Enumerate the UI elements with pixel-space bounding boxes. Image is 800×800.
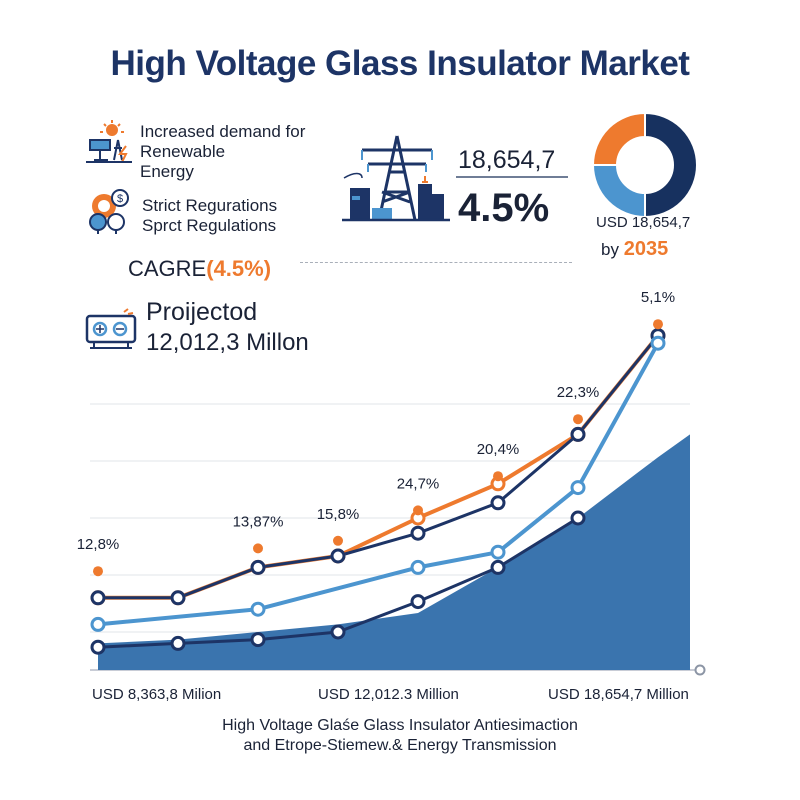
donut-by-label: by [601, 240, 619, 259]
data-point-1-5 [490, 495, 506, 511]
page-title: High Voltage Glass Insulator Market [110, 44, 690, 83]
data-point-3-2 [250, 632, 266, 648]
axis-end-marker [694, 664, 706, 676]
annotation-dot-7 [653, 319, 663, 330]
driver-regulations-label: Strict Regurations Sprct Regulations [142, 196, 278, 235]
cagr-value: (4.5%) [206, 256, 272, 281]
area-series [98, 434, 690, 670]
market-value: 18,654,7 [458, 146, 556, 174]
donut-slice-dark [644, 111, 698, 219]
donut-value: USD 18,654,7 [596, 214, 691, 231]
axis-label-start: USD 8,363,8 Milion [92, 686, 222, 703]
donut-year-line: by 2035 [601, 238, 668, 261]
data-point-3-1 [170, 635, 186, 651]
projector-icon [85, 308, 137, 349]
svg-text:$: $ [117, 193, 123, 205]
data-point-1-1 [170, 590, 186, 606]
data-point-1-0 [90, 590, 106, 606]
cagr-divider [300, 262, 572, 263]
donut-chart [591, 111, 698, 219]
data-point-3-4 [410, 594, 426, 610]
annotation-label-0: 12,8% [77, 536, 120, 553]
annotation-label-6: 22,3% [557, 384, 600, 401]
source-note: High Voltage Glaśe Glass Insulator Antie… [222, 717, 578, 754]
data-point-3-0 [90, 639, 106, 655]
axis-label-mid: USD 12,012.3 Million [318, 686, 459, 703]
driver-renewable-label: Increased demand for Renewable Energy [140, 122, 306, 181]
annotation-label-4: 24,7% [397, 475, 440, 492]
data-point-1-4 [410, 525, 426, 541]
data-point-1-6 [570, 426, 586, 442]
annotation-dot-2 [253, 543, 263, 554]
donut-year: 2035 [623, 238, 669, 260]
data-point-2-5 [490, 544, 506, 560]
data-point-1-3 [330, 548, 346, 564]
annotation-dot-0 [93, 566, 103, 577]
regulation-gears-icon: $ [89, 189, 129, 234]
annotation-label-7: 5,1% [641, 289, 675, 306]
data-point-2-6 [570, 480, 586, 496]
annotation-label-5: 20,4% [477, 441, 520, 458]
stat-divider [456, 176, 568, 178]
solar-tower-icon [86, 120, 132, 163]
annotation-label-3: 15,8% [317, 506, 360, 523]
power-tower-icon [342, 135, 450, 222]
annotation-dot-5 [493, 471, 503, 482]
axis-label-end: USD 18,654,7 Million [548, 686, 689, 703]
annotation-dot-4 [413, 505, 423, 516]
annotation-dot-3 [333, 535, 343, 546]
data-point-2-7 [650, 335, 666, 351]
projection-value: 12,012,3 Millon [146, 329, 309, 356]
data-point-2-0 [90, 616, 106, 632]
data-point-3-5 [490, 559, 506, 575]
data-point-2-2 [250, 601, 266, 617]
cagr-label: CAGRE [128, 256, 207, 281]
growth-percent: 4.5% [458, 186, 550, 230]
cagr-text: CAGRE(4.5%) [128, 256, 271, 282]
data-point-3-3 [330, 624, 346, 640]
annotation-dot-6 [573, 414, 583, 425]
series-line-1 [98, 334, 660, 600]
data-point-1-2 [250, 559, 266, 575]
data-point-3-6 [570, 510, 586, 526]
data-point-2-4 [410, 559, 426, 575]
annotation-label-2: 13,87% [233, 513, 284, 530]
donut-slice-orange [591, 111, 646, 166]
series-line-2 [97, 342, 660, 627]
projection-label: Proijectod [146, 298, 258, 326]
